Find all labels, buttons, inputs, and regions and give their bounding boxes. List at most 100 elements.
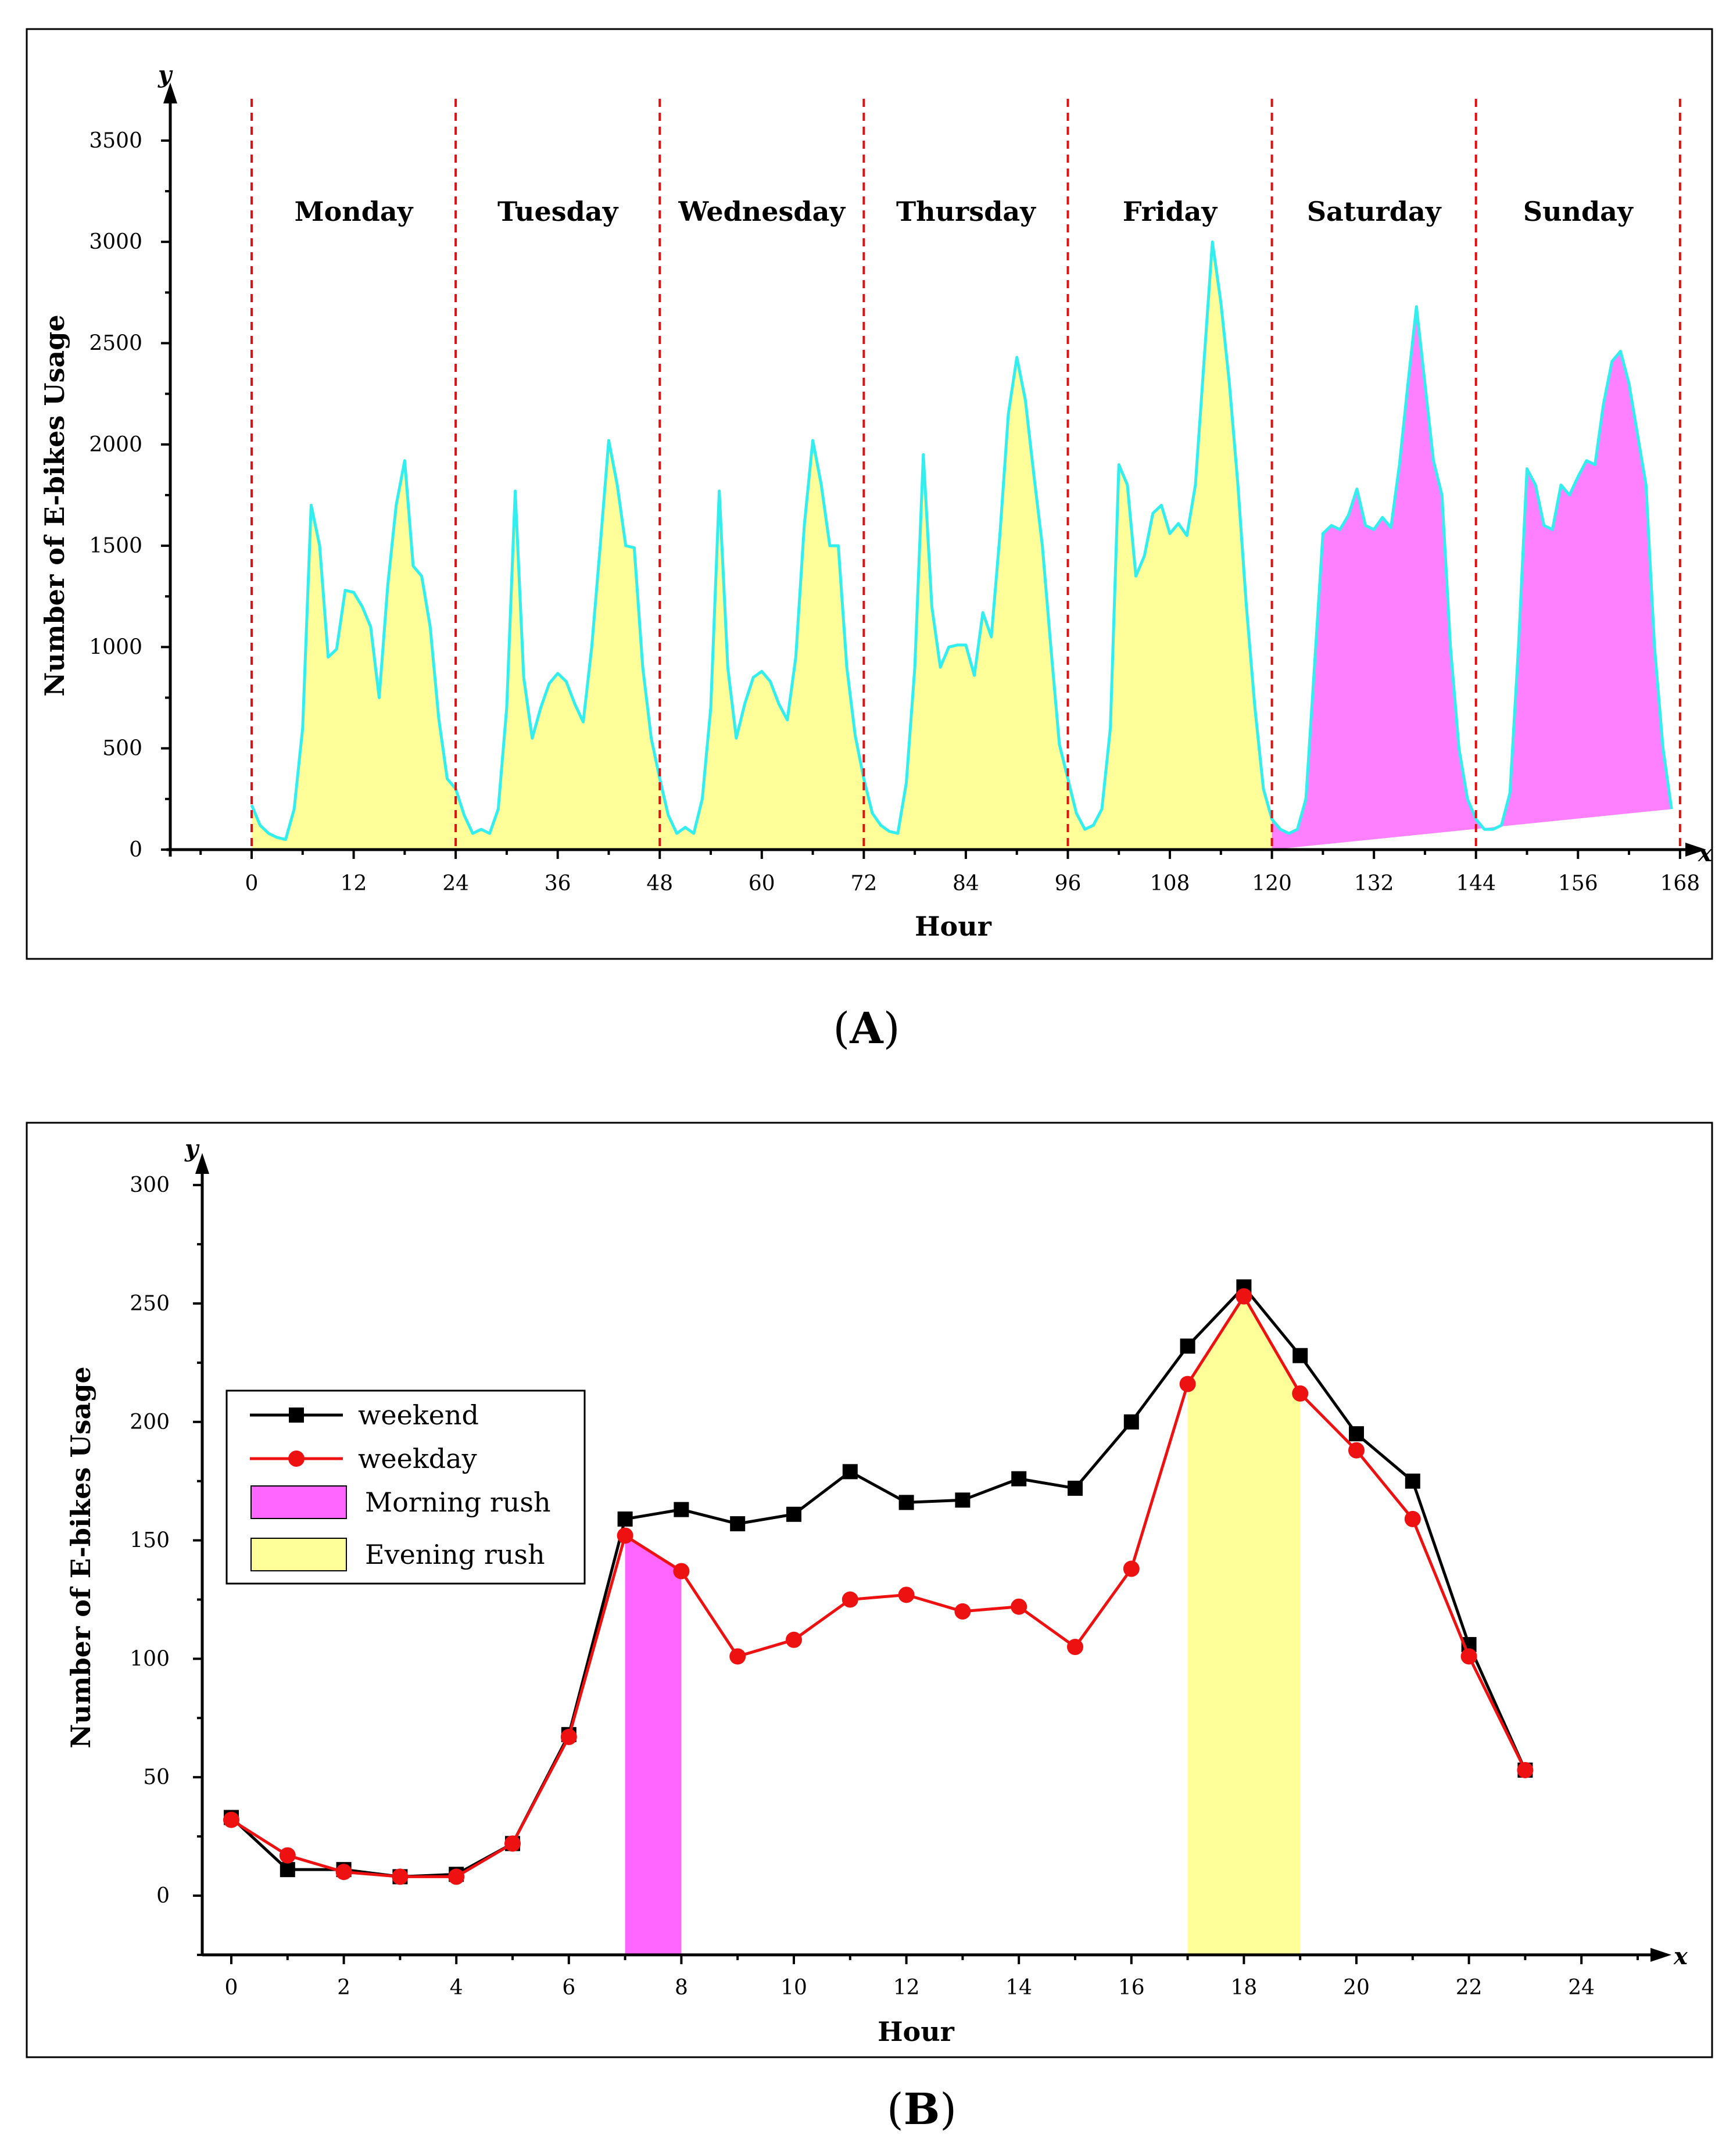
panel-b-label-close: ) — [940, 2085, 957, 2134]
chart-b-legend-label-evening-rush: Evening rush — [365, 1539, 545, 1570]
chart-b-weekday-point — [1179, 1376, 1196, 1392]
chart-b-weekday-point — [1011, 1598, 1027, 1615]
chart-a-area-fills — [252, 242, 1672, 850]
chart-b-weekday-point — [617, 1527, 633, 1544]
chart-b-x-tick-label: 16 — [1118, 1976, 1145, 2000]
chart-b-weekday-point — [1123, 1560, 1140, 1577]
chart-b-weekday-point — [1404, 1510, 1421, 1527]
chart-b-y-axis-title: Number of E-bikes Usage — [65, 1366, 96, 1748]
panel-a-label-open: ( — [833, 1004, 850, 1054]
chart-b-weekday-point — [392, 1868, 409, 1885]
chart-b-x-tick-label: 4 — [450, 1976, 463, 2000]
svg-text:(A): (A) — [833, 1004, 900, 1054]
chart-b-x-tick-label: 10 — [780, 1976, 807, 2000]
chart-b-weekday-point — [786, 1631, 802, 1648]
chart-a-x-tick-label: 24 — [442, 872, 469, 896]
chart-b-y-letter: y — [184, 1135, 200, 1162]
chart-b-weekend-point — [898, 1495, 914, 1510]
chart-b-weekend-point — [674, 1502, 689, 1517]
chart-b-weekend-point — [280, 1862, 295, 1878]
chart-b-x-tick-label: 8 — [675, 1976, 688, 2000]
chart-a-day-label-wednesday: Wednesday — [678, 196, 846, 227]
chart-b-y-tick-label: 250 — [130, 1292, 170, 1316]
chart-b-x-tick-label: 18 — [1230, 1976, 1257, 2000]
chart-b-frame — [26, 1122, 1713, 2058]
chart-b-weekend-point — [1123, 1414, 1139, 1430]
chart-b-weekday-point — [560, 1728, 577, 1745]
chart-b-y-tick-label: 50 — [143, 1765, 170, 1789]
chart-b-weekend-point — [1068, 1480, 1083, 1496]
chart-b-weekday-point — [1292, 1385, 1309, 1402]
chart-b-x-tick-label: 2 — [337, 1976, 350, 2000]
chart-b-region-morning-rush — [625, 1535, 682, 1955]
chart-b-x-tick-label: 22 — [1456, 1976, 1483, 2000]
chart-b-legend: weekend weekday Morning rush Evening rush — [225, 1389, 586, 1585]
chart-a-weekly-usage: Monday Tuesday Wednesday Thursday Friday Satu… — [26, 28, 1713, 960]
chart-a-weekend-area — [1272, 306, 1672, 850]
chart-a-y-tick-label: 0 — [129, 838, 142, 862]
chart-a-x-tick-label: 120 — [1252, 872, 1292, 896]
chart-a-x-tick-label: 96 — [1055, 872, 1082, 896]
chart-b-weekend-point — [1292, 1348, 1308, 1363]
chart-b-x-axis-title: Hour — [878, 2016, 955, 2047]
chart-a-x-tick-label: 36 — [545, 872, 571, 896]
chart-b-weekday-point — [842, 1591, 858, 1608]
chart-b-region-evening-rush — [1187, 1296, 1301, 1955]
chart-b-weekday-point — [729, 1648, 746, 1665]
chart-b-weekday-point — [1236, 1288, 1252, 1305]
chart-a-day-label-saturday: Saturday — [1307, 196, 1442, 227]
chart-b-x-tick-label: 24 — [1568, 1976, 1595, 2000]
chart-b-weekday-point — [954, 1603, 971, 1620]
chart-b-weekday-point — [504, 1835, 521, 1852]
chart-a-x-tick-label: 60 — [749, 872, 775, 896]
chart-a-frame — [26, 28, 1713, 960]
chart-a-y-tick-label: 3500 — [89, 129, 142, 153]
chart-b-y-tick-label: 150 — [130, 1529, 170, 1553]
chart-a-x-axis-title: Hour — [915, 911, 992, 942]
chart-a-y-tick-label: 3000 — [89, 230, 142, 254]
chart-a-usage-line-group — [250, 240, 1673, 841]
chart-b-weekend-point — [1180, 1338, 1195, 1354]
chart-a-x-tick-label: 132 — [1354, 872, 1394, 896]
chart-a-day-label-thursday: Thursday — [896, 196, 1036, 227]
chart-b-weekend-point — [842, 1464, 858, 1480]
chart-a-y-arrow — [163, 83, 177, 103]
chart-b-weekend-point — [1349, 1426, 1364, 1442]
chart-a-x-tick-label: 12 — [341, 872, 367, 896]
chart-a-y-tick-label: 2500 — [89, 332, 142, 356]
panel-a-label-close: ) — [883, 1004, 900, 1054]
panel-b-label-letter: B — [904, 2085, 940, 2134]
chart-a-x-arrow — [1685, 843, 1706, 857]
panel-a-label: (A) — [833, 1004, 900, 1054]
chart-a-day-label-monday: Monday — [295, 196, 414, 227]
svg-text:(B): (B) — [887, 2085, 957, 2134]
chart-a-x-tick-label: 48 — [646, 872, 673, 896]
chart-a-y-tick-label: 500 — [102, 737, 142, 761]
chart-b-legend-morning-swatch — [250, 1485, 347, 1519]
chart-b-legend-label-weekend: weekend — [358, 1399, 479, 1431]
chart-b-weekday-point — [448, 1868, 465, 1885]
chart-b-weekday-point — [223, 1811, 239, 1828]
chart-a-weekday-area — [252, 242, 1272, 850]
chart-a-usage-line — [250, 240, 1673, 841]
chart-a-x-tick-label: 144 — [1456, 872, 1496, 896]
chart-b-weekend-point — [1011, 1471, 1027, 1487]
chart-b-x-tick-label: 12 — [893, 1976, 920, 2000]
chart-b-weekend-point — [1405, 1473, 1420, 1489]
chart-a-y-letter: y — [157, 61, 173, 88]
chart-a-x-tick-label: 156 — [1558, 872, 1598, 896]
chart-b-y-tick-label: 100 — [130, 1647, 170, 1671]
chart-a-day-label-friday: Friday — [1123, 196, 1218, 227]
chart-a-y-tick-label: 1500 — [89, 534, 142, 558]
chart-b-weekday-point — [279, 1847, 296, 1864]
chart-a-x-tick-label: 84 — [953, 872, 979, 896]
chart-a-x-tick-label: 72 — [850, 872, 877, 896]
panel-a-label-letter: A — [849, 1004, 884, 1054]
chart-b-series — [223, 1279, 1534, 1885]
chart-b-weekend-point — [617, 1511, 633, 1527]
chart-b-weekend-point — [730, 1516, 746, 1532]
chart-b-weekday-point — [335, 1864, 352, 1881]
chart-b-weekday-point — [1348, 1442, 1365, 1459]
